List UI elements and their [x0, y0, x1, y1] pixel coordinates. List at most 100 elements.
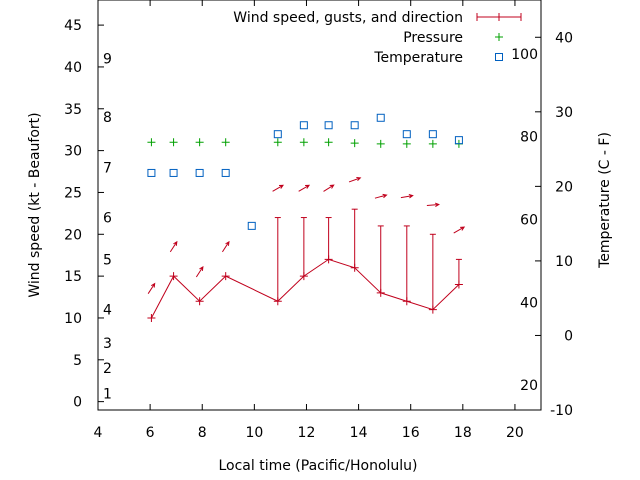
beaufort-label: 9 [103, 52, 112, 68]
temperature-point [195, 168, 204, 177]
x-tick-label: 4 [94, 425, 103, 441]
legend-label-temperature: Temperature [373, 50, 463, 66]
wind-speed-series [147, 255, 463, 322]
beaufort-label: 3 [103, 336, 112, 352]
pressure-point [147, 138, 156, 147]
y-tick-label: 45 [64, 18, 82, 34]
fahrenheit-labels: 20 40 60 80 100 [511, 47, 538, 394]
x-tick-label: 8 [198, 425, 207, 441]
y2-tick-label: 30 [555, 105, 573, 121]
fahrenheit-label: 40 [520, 295, 538, 311]
wind-speed-point [454, 280, 463, 289]
axis-ticks [97, 0, 541, 411]
pressure-point [221, 138, 230, 147]
y2-tick-labels: -10 0 10 20 30 40 [550, 30, 573, 419]
y-tick-labels: 0 5 10 15 20 25 30 35 40 45 [64, 18, 82, 411]
wind-direction-arrow [426, 202, 440, 207]
fahrenheit-label: 80 [520, 130, 538, 146]
wind-speed-point [299, 272, 308, 281]
beaufort-label: 2 [103, 361, 112, 377]
fahrenheit-label: 100 [511, 47, 538, 63]
y-tick-label: 20 [64, 227, 82, 243]
pressure-point [169, 138, 178, 147]
beaufort-label: 6 [103, 211, 112, 227]
beaufort-label: 4 [103, 303, 112, 319]
legend: Wind speed, gusts, and direction Pressur… [233, 10, 522, 66]
pressure-point [428, 139, 437, 148]
pressure-point [299, 138, 308, 147]
wind-direction-arrow [453, 226, 466, 234]
wind-direction-arrow [323, 184, 335, 192]
legend-label-wind: Wind speed, gusts, and direction [233, 10, 463, 26]
temperature-point [350, 121, 359, 130]
legend-label-pressure: Pressure [403, 30, 463, 46]
wind-direction-arrow [169, 240, 178, 253]
wind-speed-point [350, 263, 359, 272]
wind-speed-point [147, 313, 156, 322]
gust-bars [274, 208, 462, 310]
wind-speed-point [428, 305, 437, 314]
wind-speed-line [150, 258, 460, 319]
x-tick-label: 20 [506, 425, 524, 441]
y2-tick-label: 10 [555, 254, 573, 270]
y2-tick-label: 20 [555, 179, 573, 195]
pressure-series [147, 138, 463, 148]
plot-frame [97, 0, 542, 411]
temperature-series [147, 113, 463, 230]
x-tick-label: 10 [245, 425, 263, 441]
wind-speed-point [402, 297, 411, 306]
wind-speed-point [169, 272, 178, 281]
temperature-point [402, 130, 411, 139]
wind-speed-point [221, 272, 230, 281]
pressure-point [273, 138, 282, 147]
temperature-point [247, 221, 256, 230]
y2-tick-label: 0 [564, 328, 573, 344]
x-tick-label: 18 [454, 425, 472, 441]
wind-direction-arrow [348, 176, 362, 183]
beaufort-label: 1 [103, 386, 112, 402]
beaufort-label: 7 [103, 160, 112, 176]
temperature-point [324, 121, 333, 130]
x-tick-label: 12 [298, 425, 316, 441]
wind-direction-arrow [400, 194, 414, 199]
wind-speed-point [273, 297, 282, 306]
pressure-point [324, 138, 333, 147]
x-tick-labels: 4 6 8 10 12 14 16 18 20 [94, 425, 524, 441]
pressure-point [376, 139, 385, 148]
pressure-point [195, 138, 204, 147]
wind-speed-point [195, 297, 204, 306]
temperature-point [454, 136, 463, 145]
pressure-point [350, 139, 359, 148]
y2-tick-label: 40 [555, 30, 573, 46]
beaufort-labels: 1 2 3 4 5 6 7 8 9 [103, 52, 112, 403]
beaufort-label: 5 [103, 252, 112, 268]
wind-speed-point [324, 255, 333, 264]
x-tick-label: 14 [350, 425, 368, 441]
fahrenheit-label: 20 [520, 378, 538, 394]
pressure-point [402, 139, 411, 148]
wind-direction-arrow [147, 282, 156, 294]
temperature-point [376, 113, 385, 122]
y-tick-label: 25 [64, 185, 82, 201]
temperature-point [299, 121, 308, 130]
y2-tick-label: -10 [550, 403, 573, 419]
y-axis-label: Wind speed (kt - Beaufort) [27, 112, 43, 297]
y-tick-label: 10 [64, 311, 82, 327]
x-tick-label: 6 [146, 425, 155, 441]
beaufort-label: 8 [103, 110, 112, 126]
temperature-point [169, 168, 178, 177]
temperature-point [428, 130, 437, 139]
wind-direction-arrow [298, 184, 311, 192]
wind-direction-arrow [374, 193, 388, 199]
y-tick-label: 15 [64, 269, 82, 285]
x-tick-label: 16 [402, 425, 420, 441]
temperature-point [221, 168, 230, 177]
wind-speed-point [376, 288, 385, 297]
temperature-point [273, 130, 282, 139]
y-tick-label: 0 [73, 395, 82, 411]
y-tick-label: 5 [73, 353, 82, 369]
wind-direction-arrow [222, 240, 230, 253]
fahrenheit-label: 60 [520, 212, 538, 228]
y-tick-label: 40 [64, 60, 82, 76]
